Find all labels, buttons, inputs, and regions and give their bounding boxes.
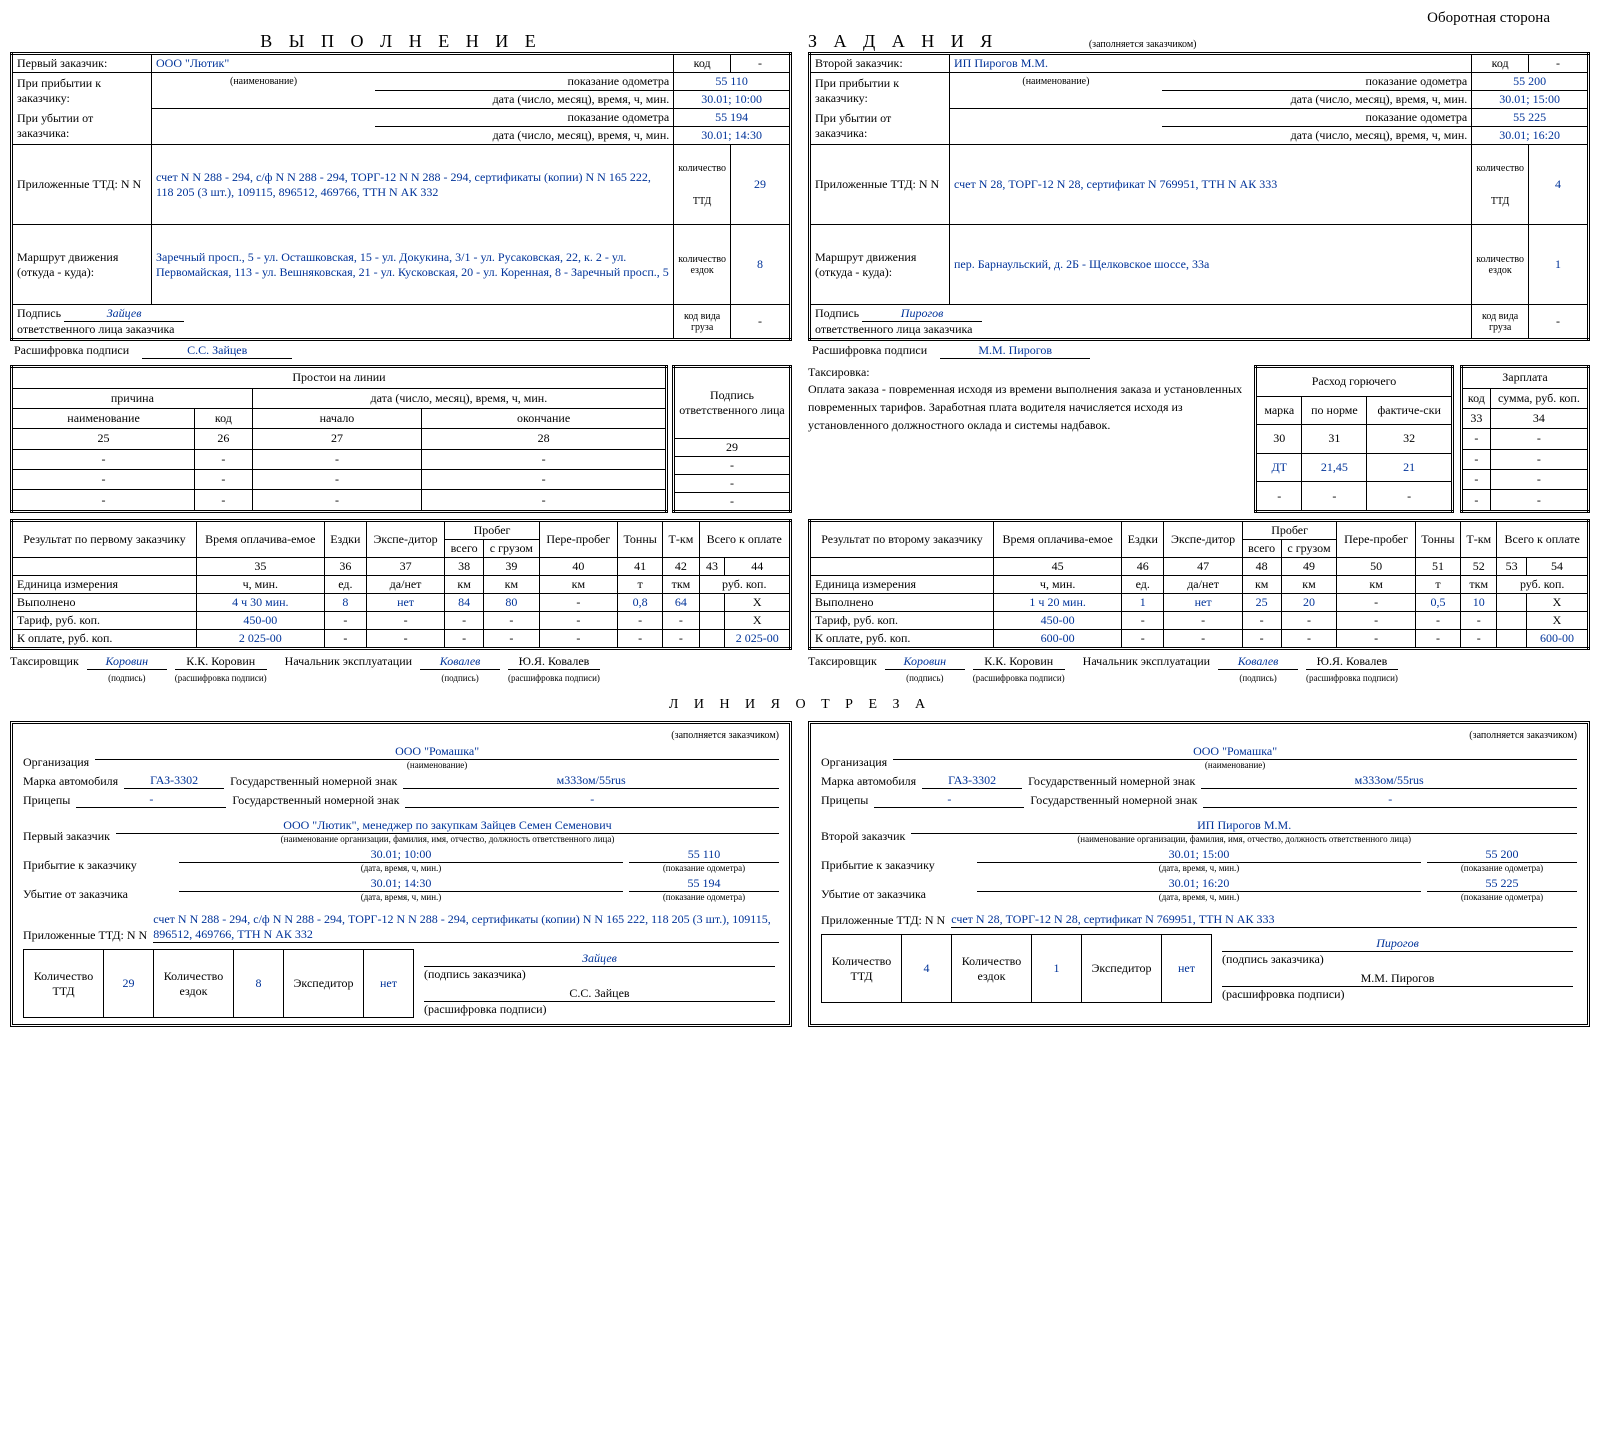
c2-arrive-time: 30.01; 15:00 xyxy=(1472,91,1589,109)
c1-arrive-lbl: При прибытии к заказчику: xyxy=(12,73,152,109)
c1-arrive-time: 30.01; 10:00 xyxy=(674,91,791,109)
date-lbl2: дата (число, месяц), время, ч, мин. xyxy=(152,127,674,145)
c1-depart-lbl: При убытии от заказчика: xyxy=(12,109,152,145)
c2-customer-name: ИП Пирогов М.М. xyxy=(950,54,1472,73)
c2-sign: Пирогов xyxy=(862,306,982,322)
cut-line: Л И Н И Я О Т Р Е З А xyxy=(10,697,1590,713)
c2-ttd-text: счет N 28, ТОРГ-12 N 28, сертификат N 76… xyxy=(950,145,1472,225)
customer2-block: Второй заказчик: ИП Пирогов М.М. код - П… xyxy=(808,52,1590,341)
back-side-label: Оборотная сторона xyxy=(10,10,1590,27)
c2-depart-odo: 55 225 xyxy=(1472,109,1589,127)
sign-lbl: Подпись xyxy=(17,306,61,320)
trips-lbl: количество ездок xyxy=(674,225,731,305)
c1-route-lbl: Маршрут движения (откуда - куда): xyxy=(12,225,152,305)
c1-code-lbl: код xyxy=(674,54,731,73)
c1-ttd-lbl: Приложенные ТТД: N N xyxy=(12,145,152,225)
c1-ttd-text: счет N N 288 - 294, с/ф N N 288 - 294, Т… xyxy=(152,145,674,225)
c1-arrive-odo: 55 110 xyxy=(674,73,791,91)
odo-lbl: показание одометра xyxy=(375,73,674,91)
c1-depart-odo: 55 194 xyxy=(674,109,791,127)
c1-decode: С.С. Зайцев xyxy=(142,343,292,359)
c2-ttd-qty: 4 xyxy=(1529,145,1589,225)
decode-lbl: Расшифровка подписи xyxy=(14,343,129,357)
tax-text-block: Таксировка: Оплата заказа - повременная … xyxy=(808,365,1248,513)
odo-lbl2: показание одометра xyxy=(375,109,674,127)
title-right: З А Д А Н И Я xyxy=(808,31,998,51)
c1-code-val: - xyxy=(731,54,791,73)
customer1-block: Первый заказчик: ООО "Лютик" код - При п… xyxy=(10,52,792,341)
result2-table: Результат по второму заказчику Время опл… xyxy=(808,519,1590,650)
resp-lbl: ответственного лица заказчика xyxy=(17,322,175,336)
result1-table: Результат по первому заказчику Время опл… xyxy=(10,519,792,650)
c1-customer-name: ООО "Лютик" xyxy=(152,54,674,73)
cargo-code-lbl: код вида груза xyxy=(674,305,731,340)
tearoff1: (заполняется заказчиком) ОрганизацияООО … xyxy=(10,721,792,1027)
c2-arrive-odo: 55 200 xyxy=(1472,73,1589,91)
title-left: В Ы П О Л Н Е Н И Е xyxy=(10,31,792,52)
c1-ttd-qty: 29 xyxy=(731,145,791,225)
c1-trips-qty: 8 xyxy=(731,225,791,305)
c1-depart-time: 30.01; 14:30 xyxy=(674,127,791,145)
salary-table: Зарплата кодсумма, руб. коп. 3334 -- -- … xyxy=(1460,365,1590,513)
c2-route-text: пер. Барнаульский, д. 2Б - Щелковское шо… xyxy=(950,225,1472,305)
c2-customer-lbl: Второй заказчик: xyxy=(810,54,950,73)
c2-decode: М.М. Пирогов xyxy=(940,343,1090,359)
cargo-code-val: - xyxy=(731,305,791,340)
c1-name-sub: (наименование) xyxy=(152,73,376,91)
idle-sign-table: Подпись ответственного лица 29 - - - xyxy=(672,365,792,513)
date-lbl: дата (число, месяц), время, ч, мин. xyxy=(152,91,674,109)
fuel-table: Расход горючего маркапо нормефактиче-ски… xyxy=(1254,365,1454,513)
c1-route-text: Заречный просп., 5 - ул. Осташковская, 1… xyxy=(152,225,674,305)
c1-customer-lbl: Первый заказчик: xyxy=(12,54,152,73)
c1-sign: Зайцев xyxy=(64,306,184,322)
idle-table: Простои на линии причина дата (число, ме… xyxy=(10,365,668,513)
c2-depart-time: 30.01; 16:20 xyxy=(1472,127,1589,145)
tearoff2: (заполняется заказчиком) ОрганизацияООО … xyxy=(808,721,1590,1027)
fill-note: (заполняется заказчиком) xyxy=(1089,39,1197,50)
qty-lbl: количествоТТД xyxy=(674,145,731,225)
c2-trips-qty: 1 xyxy=(1529,225,1589,305)
